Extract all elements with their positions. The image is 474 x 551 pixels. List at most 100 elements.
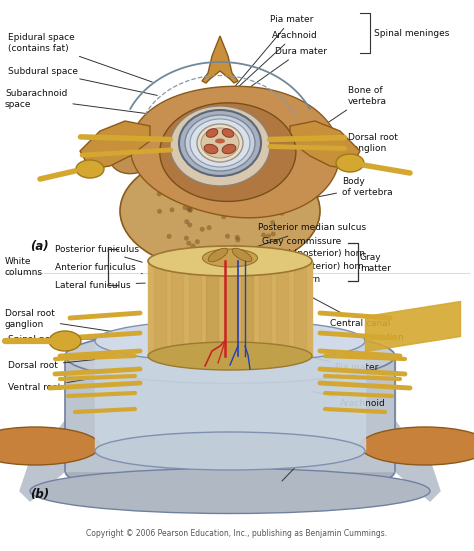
Ellipse shape	[120, 151, 320, 271]
Circle shape	[195, 239, 200, 244]
Circle shape	[225, 234, 230, 239]
Ellipse shape	[148, 246, 312, 276]
Circle shape	[266, 234, 271, 239]
Text: Spinal nerve: Spinal nerve	[8, 334, 99, 343]
Text: Arachnoid: Arachnoid	[313, 392, 386, 408]
Circle shape	[156, 191, 162, 197]
Text: Arachnoid: Arachnoid	[225, 30, 318, 99]
Ellipse shape	[148, 342, 312, 370]
Circle shape	[251, 190, 255, 195]
Text: Anterior funiculus: Anterior funiculus	[55, 262, 142, 274]
Circle shape	[280, 206, 285, 210]
Polygon shape	[95, 341, 365, 451]
Circle shape	[198, 172, 202, 177]
Circle shape	[235, 235, 240, 240]
Polygon shape	[276, 261, 289, 356]
Circle shape	[166, 234, 172, 239]
Polygon shape	[294, 261, 306, 356]
Circle shape	[221, 214, 226, 219]
Ellipse shape	[185, 115, 255, 171]
Polygon shape	[20, 421, 65, 501]
Circle shape	[169, 207, 174, 212]
Text: (b): (b)	[30, 488, 49, 501]
Polygon shape	[259, 261, 271, 356]
Circle shape	[179, 196, 184, 201]
Ellipse shape	[95, 320, 365, 362]
Text: Subarachnoid
space: Subarachnoid space	[5, 89, 162, 116]
Ellipse shape	[222, 129, 234, 137]
Text: Epidural space
(contains fat): Epidural space (contains fat)	[8, 33, 152, 82]
Polygon shape	[224, 261, 236, 356]
Circle shape	[234, 192, 239, 197]
Ellipse shape	[232, 249, 252, 262]
Text: Dorsal root: Dorsal root	[8, 359, 97, 370]
Text: Gray
matter: Gray matter	[360, 253, 391, 273]
Polygon shape	[130, 87, 340, 218]
Circle shape	[261, 209, 266, 214]
Polygon shape	[172, 261, 183, 356]
Ellipse shape	[190, 119, 250, 167]
Ellipse shape	[49, 331, 81, 351]
Text: Spinal meninges: Spinal meninges	[374, 29, 449, 37]
Circle shape	[157, 209, 162, 214]
Circle shape	[186, 241, 191, 246]
Text: Central canal: Central canal	[240, 260, 391, 327]
Polygon shape	[395, 421, 440, 501]
Circle shape	[186, 207, 191, 212]
Text: Body
of vertebra: Body of vertebra	[264, 177, 392, 208]
Circle shape	[254, 197, 259, 203]
Circle shape	[275, 199, 281, 204]
Text: White
columns: White columns	[5, 257, 43, 277]
Text: Copyright © 2006 Pearson Education, Inc., publishing as Benjamin Cummings.: Copyright © 2006 Pearson Education, Inc.…	[86, 528, 388, 537]
Text: Pia mater: Pia mater	[229, 14, 313, 94]
Ellipse shape	[208, 249, 228, 262]
Ellipse shape	[222, 144, 236, 154]
Ellipse shape	[202, 249, 257, 267]
Circle shape	[233, 175, 238, 180]
Ellipse shape	[30, 468, 430, 514]
Circle shape	[232, 245, 237, 250]
Circle shape	[255, 201, 260, 206]
Text: Ventral (anterior) horn: Ventral (anterior) horn	[251, 262, 364, 272]
Ellipse shape	[76, 160, 104, 178]
Polygon shape	[65, 356, 395, 471]
Ellipse shape	[197, 124, 243, 162]
Text: Lateral horn: Lateral horn	[255, 269, 320, 284]
Polygon shape	[189, 261, 201, 356]
Polygon shape	[290, 121, 360, 169]
Circle shape	[207, 225, 211, 230]
Ellipse shape	[206, 129, 218, 137]
Ellipse shape	[95, 432, 365, 470]
Ellipse shape	[0, 427, 100, 465]
Text: Subdural space: Subdural space	[8, 67, 157, 95]
Text: Posterior median sulcus: Posterior median sulcus	[235, 224, 366, 254]
Ellipse shape	[360, 427, 474, 465]
Text: Anterior median
fissure: Anterior median fissure	[233, 329, 404, 353]
Circle shape	[182, 205, 187, 210]
Ellipse shape	[215, 138, 225, 143]
Circle shape	[210, 186, 216, 191]
Polygon shape	[80, 121, 150, 169]
Polygon shape	[160, 103, 296, 202]
Circle shape	[239, 179, 244, 184]
Text: Pia mater: Pia mater	[305, 355, 378, 372]
Circle shape	[188, 208, 193, 213]
Circle shape	[184, 219, 189, 224]
Ellipse shape	[201, 128, 239, 158]
Text: Dorsal (posterior) horn: Dorsal (posterior) horn	[251, 250, 365, 258]
Circle shape	[271, 231, 276, 236]
Text: Ventral root: Ventral root	[8, 377, 97, 392]
Text: Lateral funiculus: Lateral funiculus	[55, 280, 145, 289]
Circle shape	[160, 185, 165, 190]
Circle shape	[280, 210, 284, 216]
Circle shape	[200, 227, 205, 232]
Text: Spinal mater: Spinal mater	[280, 449, 338, 481]
Ellipse shape	[336, 154, 364, 172]
Circle shape	[270, 220, 275, 225]
Circle shape	[236, 237, 240, 242]
Circle shape	[261, 233, 266, 237]
Ellipse shape	[204, 144, 218, 154]
Circle shape	[187, 207, 192, 212]
Text: Dura mater: Dura mater	[224, 46, 327, 105]
Circle shape	[247, 213, 252, 218]
